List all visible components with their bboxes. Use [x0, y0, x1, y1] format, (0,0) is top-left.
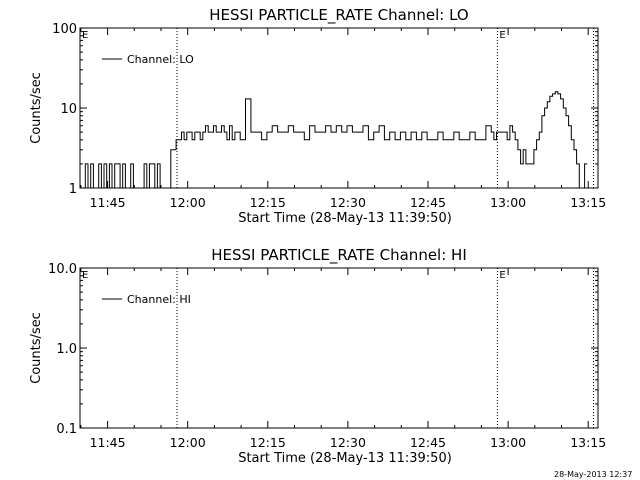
marker-label: E — [499, 30, 505, 41]
series-line — [82, 91, 588, 189]
panel-hi: HESSI PARTICLE_RATE Channel: HI 0.1 1.0 10.… — [29, 246, 606, 466]
x-tick-label: 12:00 — [170, 195, 206, 210]
x-tick-label: 13:15 — [570, 435, 606, 450]
x-tick-label: 11:45 — [90, 195, 126, 210]
legend-label: Channel: LO — [127, 53, 194, 66]
y-axis-label: Counts/sec — [29, 312, 44, 384]
x-tick-label: 12:30 — [330, 435, 366, 450]
x-tick-label: 12:15 — [250, 195, 286, 210]
y-tick-label: 100 — [52, 22, 77, 37]
timestamp-stamp: 28-May-2013 12:37 — [554, 470, 632, 479]
corner-marker-label: E — [82, 30, 88, 41]
chart-title: HESSI PARTICLE_RATE Channel: LO — [209, 6, 468, 25]
chart-title: HESSI PARTICLE_RATE Channel: HI — [211, 246, 467, 265]
x-tick-label: 12:45 — [410, 195, 446, 210]
x-tick-label: 12:15 — [250, 435, 286, 450]
legend-label: Channel: HI — [127, 293, 191, 306]
y-tick-label: 10 — [60, 102, 77, 117]
x-axis-label: Start Time (28-May-13 11:39:50) — [238, 451, 452, 466]
x-tick-label: 11:45 — [90, 435, 126, 450]
y-tick-label: 10.0 — [48, 262, 77, 277]
y-tick-label: 0.1 — [56, 422, 77, 437]
y-tick-label: 1.0 — [56, 342, 77, 357]
x-axis-label: Start Time (28-May-13 11:39:50) — [238, 211, 452, 226]
x-tick-label: 12:00 — [170, 435, 206, 450]
y-axis-label: Counts/sec — [29, 72, 44, 144]
x-tick-label: 12:30 — [330, 195, 366, 210]
x-tick-label: 13:00 — [490, 435, 526, 450]
corner-marker-label: E — [82, 270, 88, 281]
x-tick-label: 13:00 — [490, 195, 526, 210]
marker-label: E — [499, 270, 505, 281]
panel-lo: HESSI PARTICLE_RATE Channel: LO 1 10 100 11:… — [29, 6, 606, 226]
y-tick-label: 1 — [69, 182, 77, 197]
x-tick-label: 13:15 — [570, 195, 606, 210]
x-tick-label: 12:45 — [410, 435, 446, 450]
